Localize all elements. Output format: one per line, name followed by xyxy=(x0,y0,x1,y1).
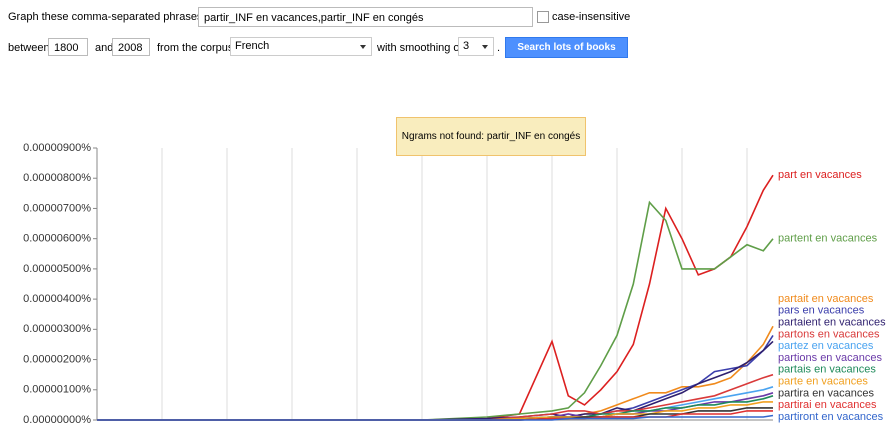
notice: Ngrams not found: partir_INF en congés xyxy=(396,117,586,156)
phrases-input[interactable]: partir_INF en vacances,partir_INF en con… xyxy=(198,7,533,27)
y-tick-label: 0.00000300% xyxy=(23,323,91,335)
search-button[interactable]: Search lots of books xyxy=(505,37,628,58)
legend-label: pars en vacances xyxy=(778,305,865,317)
end-year-input[interactable]: 2008 xyxy=(112,38,150,56)
corpus-select[interactable]: French xyxy=(230,37,372,56)
and-label: and xyxy=(95,42,114,54)
y-tick-label: 0.00000500% xyxy=(23,263,91,275)
case-label: case-insensitive xyxy=(552,11,631,23)
x-tick-label: 1800 xyxy=(85,427,109,428)
legend-label: partons en vacances xyxy=(778,328,880,340)
x-tick-label: 2000 xyxy=(735,427,759,428)
smoothing-select[interactable]: 3 xyxy=(458,37,494,56)
x-tick-label: 1920 xyxy=(475,427,499,428)
y-tick-label: 0.00000200% xyxy=(23,353,91,365)
series-line xyxy=(97,200,774,421)
legend-label: partent en vacances xyxy=(778,233,878,245)
smoothing-label: with smoothing of xyxy=(377,42,463,54)
legend-label: part en vacances xyxy=(778,169,862,181)
y-tick-label: 0.00000800% xyxy=(23,172,91,184)
y-tick-label: 0.00000900% xyxy=(23,142,91,154)
x-tick-label: 1840 xyxy=(215,427,239,428)
series-line xyxy=(97,174,774,421)
x-tick-label: 1820 xyxy=(150,427,174,428)
y-tick-label: 0.00000100% xyxy=(23,384,91,396)
legend-label: partions en vacances xyxy=(778,352,882,364)
phrases-label: Graph these comma-separated phrases: xyxy=(8,11,206,23)
case-checkbox[interactable] xyxy=(537,11,549,23)
legend-label: partait en vacances xyxy=(778,293,874,305)
legend-label: partirai en vacances xyxy=(778,399,877,411)
x-tick-label: 1880 xyxy=(345,427,369,428)
x-tick-label: 1900 xyxy=(410,427,434,428)
legend-label: partais en vacances xyxy=(778,364,876,376)
x-tick-label: 1940 xyxy=(540,427,564,428)
period: . xyxy=(497,42,501,54)
y-tick-label: 0.00000400% xyxy=(23,293,91,305)
y-tick-label: 0.00000600% xyxy=(23,233,91,245)
legend-label: partira en vacances xyxy=(778,387,874,399)
y-tick-label: 0.00000700% xyxy=(23,202,91,214)
x-tick-label: 1980 xyxy=(670,427,694,428)
x-tick-label: 1860 xyxy=(280,427,304,428)
legend-label: parte en vacances xyxy=(778,376,868,388)
y-tick-label: 0.00000000% xyxy=(23,414,91,426)
start-year-input[interactable]: 1800 xyxy=(48,38,88,56)
legend-label: partez en vacances xyxy=(778,340,874,352)
x-tick-label: 1960 xyxy=(605,427,629,428)
series-line xyxy=(97,414,774,421)
legend-label: partiront en vacances xyxy=(778,411,884,423)
series-line xyxy=(97,325,774,421)
legend-label: partaient en vacances xyxy=(778,317,886,329)
corpus-label: from the corpus xyxy=(157,42,234,54)
between-label: between xyxy=(8,42,50,54)
